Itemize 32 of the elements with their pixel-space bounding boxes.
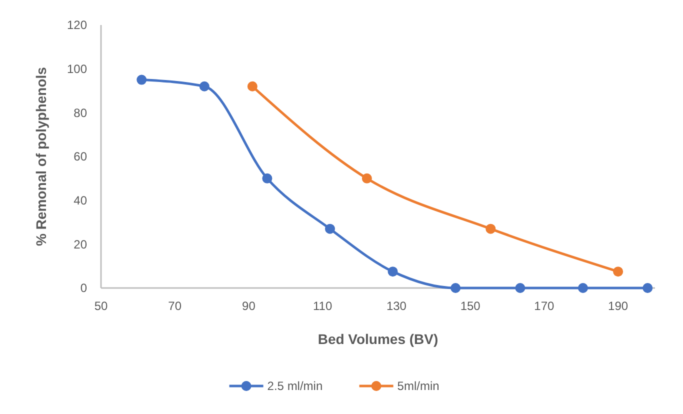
y-tick-label: 80 [74, 106, 88, 120]
point [247, 81, 258, 92]
point [450, 283, 461, 293]
point [136, 74, 147, 85]
point [642, 283, 653, 293]
legend-label: 2.5 ml/min [267, 379, 323, 394]
point [613, 266, 624, 277]
y-tick-label: 60 [74, 150, 88, 164]
x-tick-label: 70 [168, 299, 182, 313]
y-tick-label: 40 [74, 194, 88, 208]
y-tick-label: 20 [74, 237, 88, 252]
x-tick-label: 130 [386, 299, 407, 313]
y-axis-title: % Remonal of polyphenols [33, 66, 49, 246]
y-tick-label: 120 [66, 18, 88, 32]
point [262, 173, 272, 184]
x-tick-label: 150 [460, 299, 481, 313]
point [199, 81, 210, 92]
x-tick-label: 110 [313, 299, 332, 313]
point [388, 266, 398, 277]
point [578, 283, 588, 293]
x-tick-label: 50 [94, 299, 108, 313]
x-tick-label: 90 [242, 299, 256, 313]
legend-label: 5ml/min [397, 379, 440, 394]
point [486, 224, 496, 234]
x-tick-label: 190 [608, 299, 628, 313]
y-tick-label: 0 [80, 281, 88, 296]
x-axis-title: Bed Volumes (BV) [318, 331, 438, 347]
y-tick-label: 100 [66, 62, 88, 76]
point [324, 224, 335, 234]
x-tick-label: 170 [534, 299, 555, 313]
point [362, 173, 372, 184]
point [515, 283, 526, 293]
